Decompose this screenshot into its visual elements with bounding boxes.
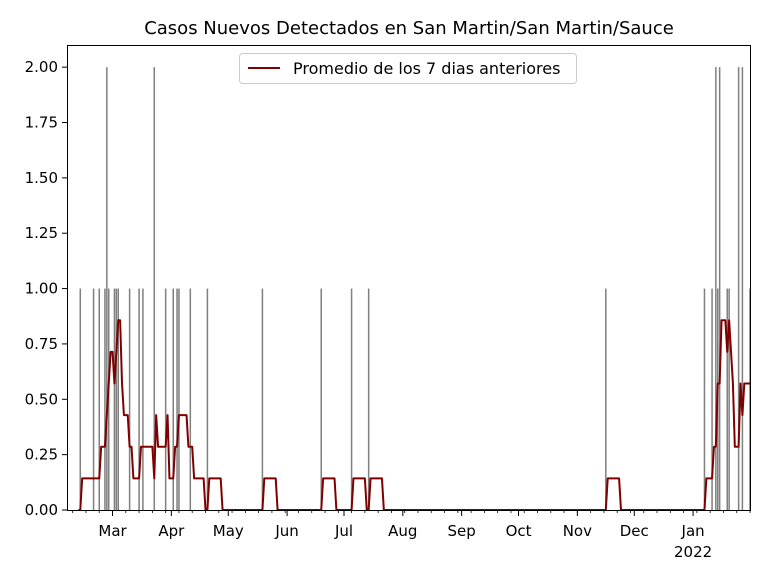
case-bar [172, 288, 175, 510]
case-bar [367, 288, 370, 510]
case-bar [189, 288, 192, 510]
case-bar [104, 288, 106, 510]
case-bar [178, 288, 180, 510]
case-bar [715, 67, 717, 510]
case-bar [98, 288, 101, 510]
y-tick-label: 1.50 [25, 169, 58, 187]
legend-box [239, 53, 577, 84]
x-axis: Mar Apr May Jun Jul Aug Sep Oct Nov Dec Jan 2022 [72, 510, 751, 561]
chart-title: Casos Nuevos Detectados en San Martin/Sa… [144, 18, 674, 39]
case-bar [718, 67, 721, 510]
case-bar [711, 288, 713, 510]
case-bar [320, 288, 322, 510]
x-tick-year-label: 2022 [674, 543, 712, 561]
case-bar [741, 67, 744, 510]
case-bar [350, 288, 353, 510]
x-tick-label: Dec [620, 522, 649, 540]
x-tick-label: Aug [388, 522, 417, 540]
legend: Promedio de los 7 dias anteriores [239, 53, 577, 84]
case-bar [113, 288, 116, 510]
x-tick-label: Jul [334, 522, 353, 540]
case-bar [153, 67, 156, 510]
legend-label: Promedio de los 7 dias anteriores [293, 59, 560, 78]
case-bar [703, 288, 706, 510]
plot-frame [67, 45, 751, 511]
case-bar [128, 288, 131, 510]
case-bar [206, 288, 209, 510]
x-tick-label: Sep [447, 522, 475, 540]
case-bar [176, 288, 178, 510]
y-tick-label: 1.00 [25, 280, 58, 298]
y-tick-label: 0.00 [25, 501, 58, 519]
x-tick-label: Jan [681, 522, 705, 540]
case-bar [79, 288, 82, 510]
y-tick-label: 1.75 [25, 114, 58, 132]
y-axis: 0.00 0.25 0.50 0.75 1.00 1.25 1.50 1.75 2.00 [25, 58, 67, 519]
y-tick-label: 2.00 [25, 58, 58, 76]
case-bar [92, 288, 95, 510]
case-bar [142, 288, 144, 510]
x-tick-label: May [213, 522, 244, 540]
case-bar [117, 288, 119, 510]
bars-layer [79, 67, 751, 510]
y-tick-label: 0.50 [25, 390, 58, 408]
case-bar [728, 288, 730, 510]
case-bar [261, 288, 264, 510]
x-tick-label: Jun [274, 522, 298, 540]
x-tick-label: Apr [158, 522, 185, 540]
case-bar [106, 67, 108, 510]
y-tick-label: 0.75 [25, 335, 58, 353]
case-bar [605, 288, 607, 510]
case-bar [138, 288, 140, 510]
y-tick-label: 0.25 [25, 446, 58, 464]
case-bar [726, 288, 728, 510]
case-bar [164, 288, 167, 510]
x-tick-label: Nov [563, 522, 592, 540]
case-bar [115, 288, 118, 510]
x-tick-label: Mar [98, 522, 127, 540]
y-tick-label: 1.25 [25, 224, 58, 242]
case-bar [737, 67, 740, 510]
x-tick-label: Oct [506, 522, 532, 540]
